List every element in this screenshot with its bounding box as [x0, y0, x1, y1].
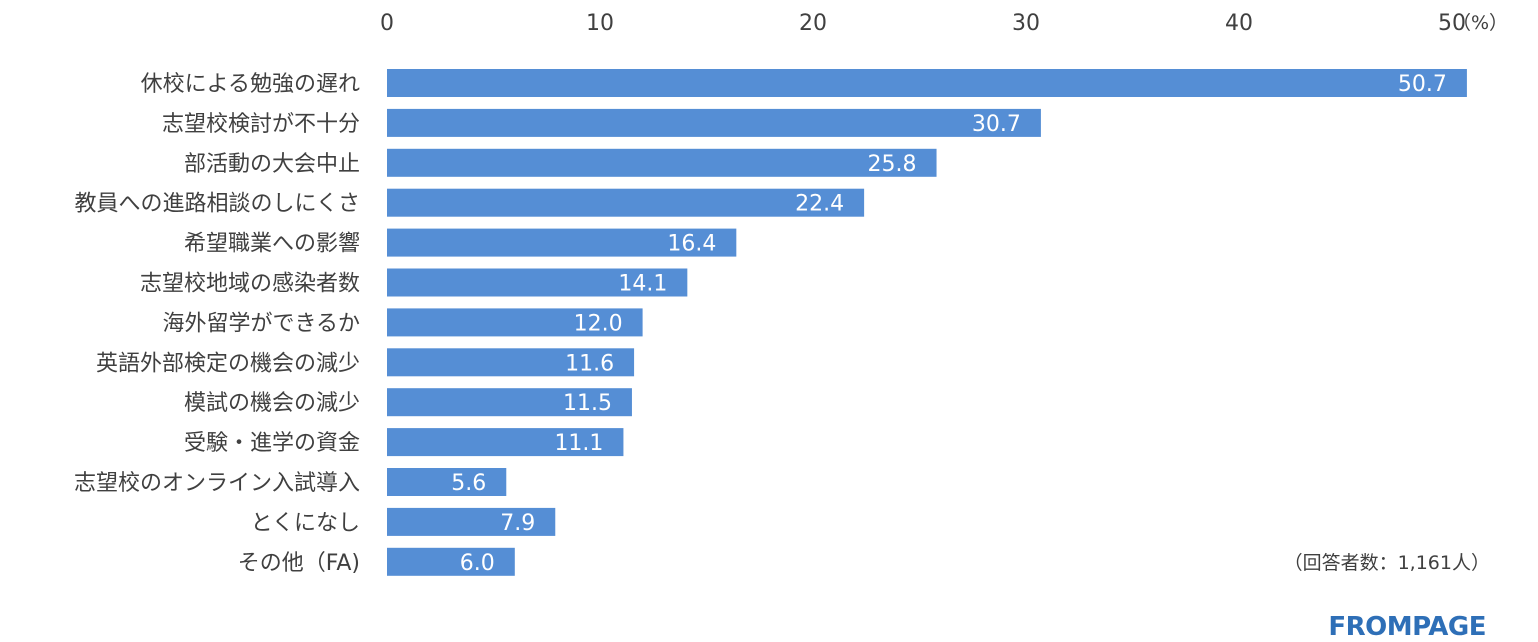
value-label: 22.4	[795, 192, 844, 217]
bar	[387, 507, 556, 536]
value-label: 12.0	[574, 311, 623, 336]
x-tick-label: 20	[799, 11, 827, 36]
bars	[387, 69, 1467, 576]
x-axis-ticks: 0 10 20 30 40 50	[380, 11, 1466, 36]
category-label: 志望校検討が不十分	[162, 112, 360, 137]
bar	[387, 148, 937, 177]
bar	[387, 228, 737, 257]
category-label: 教員への進路相談のしにくさ	[74, 192, 360, 217]
axis-unit-label: （%）	[1452, 12, 1508, 34]
category-label: 志望校のオンライン入試導入	[74, 471, 360, 496]
value-label: 6.0	[460, 551, 495, 576]
category-label: その他（FA)	[238, 551, 360, 576]
category-labels: 休校による勉強の遅れ志望校検討が不十分部活動の大会中止教員への進路相談のしにくさ…	[74, 72, 360, 576]
value-label: 30.7	[972, 112, 1021, 137]
x-tick-label: 10	[586, 11, 614, 36]
value-label: 11.1	[554, 431, 603, 456]
brand-logo: FROMPAGE	[1328, 612, 1486, 642]
bar	[387, 268, 688, 297]
x-tick-label: 30	[1012, 11, 1040, 36]
value-label: 11.5	[563, 391, 612, 416]
bar	[387, 468, 507, 496]
value-label: 5.6	[451, 471, 486, 496]
x-tick-label: 0	[380, 11, 394, 36]
value-label: 11.6	[565, 351, 614, 376]
bar	[387, 348, 635, 377]
value-labels: 50.7 30.7 25.8 22.4 16.414.1 12.0 11.6 11.5 11.1…	[451, 72, 1447, 576]
category-label: 部活動の大会中止	[184, 152, 360, 177]
bar	[387, 547, 515, 576]
category-label: 休校による勉強の遅れ	[141, 72, 360, 97]
bar	[387, 308, 643, 337]
category-label: 模試の機会の減少	[184, 391, 360, 416]
value-label: 7.9	[500, 511, 535, 536]
value-label: 16.4	[667, 232, 716, 257]
value-label: 25.8	[868, 152, 917, 177]
bar	[387, 428, 624, 457]
category-label: 志望校地域の感染者数	[140, 272, 360, 297]
bar	[387, 69, 1467, 97]
category-label: 希望職業への影響	[184, 232, 360, 257]
x-tick-label: 40	[1225, 11, 1253, 36]
value-label: 50.7	[1398, 72, 1447, 97]
respondent-note: （回答者数：1,161人）	[1283, 552, 1490, 574]
category-label: 受験・進学の資金	[184, 431, 360, 456]
x-tick-label: 50	[1438, 11, 1466, 36]
bar	[387, 188, 865, 217]
value-label: 14.1	[618, 272, 667, 297]
bar	[387, 388, 632, 417]
category-label: とくになし	[251, 511, 360, 536]
bar	[387, 108, 1041, 137]
category-label: 英語外部検定の機会の減少	[96, 351, 360, 376]
category-label: 海外留学ができるか	[162, 311, 360, 336]
